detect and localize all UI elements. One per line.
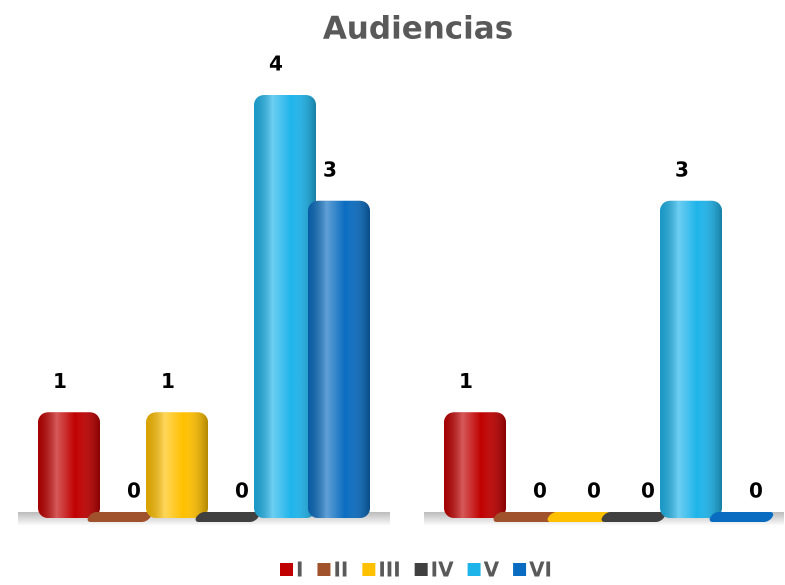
legend-swatch [362,563,376,576]
bar [493,512,558,522]
data-label: 1 [53,369,67,393]
legend-swatch [513,563,527,576]
chart-title: Audiencias [323,11,513,47]
bar [87,512,152,522]
legend-label: III [378,558,400,582]
data-label: 0 [749,479,763,503]
bar [547,512,612,522]
data-label: 1 [161,369,175,393]
data-label: 1 [459,369,473,393]
data-label: 0 [587,479,601,503]
legend-label: VI [529,558,552,582]
bar-shine [146,412,208,518]
data-label: 0 [127,479,141,503]
legend-label: V [484,558,500,582]
legend-swatch [280,563,293,576]
bar [601,512,666,522]
bar-shine [660,200,722,518]
data-label: 0 [533,479,547,503]
bar [709,512,774,522]
data-label: 0 [641,479,655,503]
legend-swatch [317,563,331,576]
legend-label: I [296,558,303,582]
bar-shine [254,95,316,518]
bar-shine [38,412,100,518]
data-label: 3 [323,157,337,181]
legend-label: IV [431,558,454,582]
bar [195,512,260,522]
data-label: 4 [269,52,283,76]
data-label: 3 [675,157,689,181]
bar-shine [444,412,506,518]
legend-swatch [467,563,481,576]
legend-label: II [333,558,348,582]
bar-shine [308,200,370,518]
data-label: 0 [235,479,249,503]
legend-swatch [414,563,428,576]
